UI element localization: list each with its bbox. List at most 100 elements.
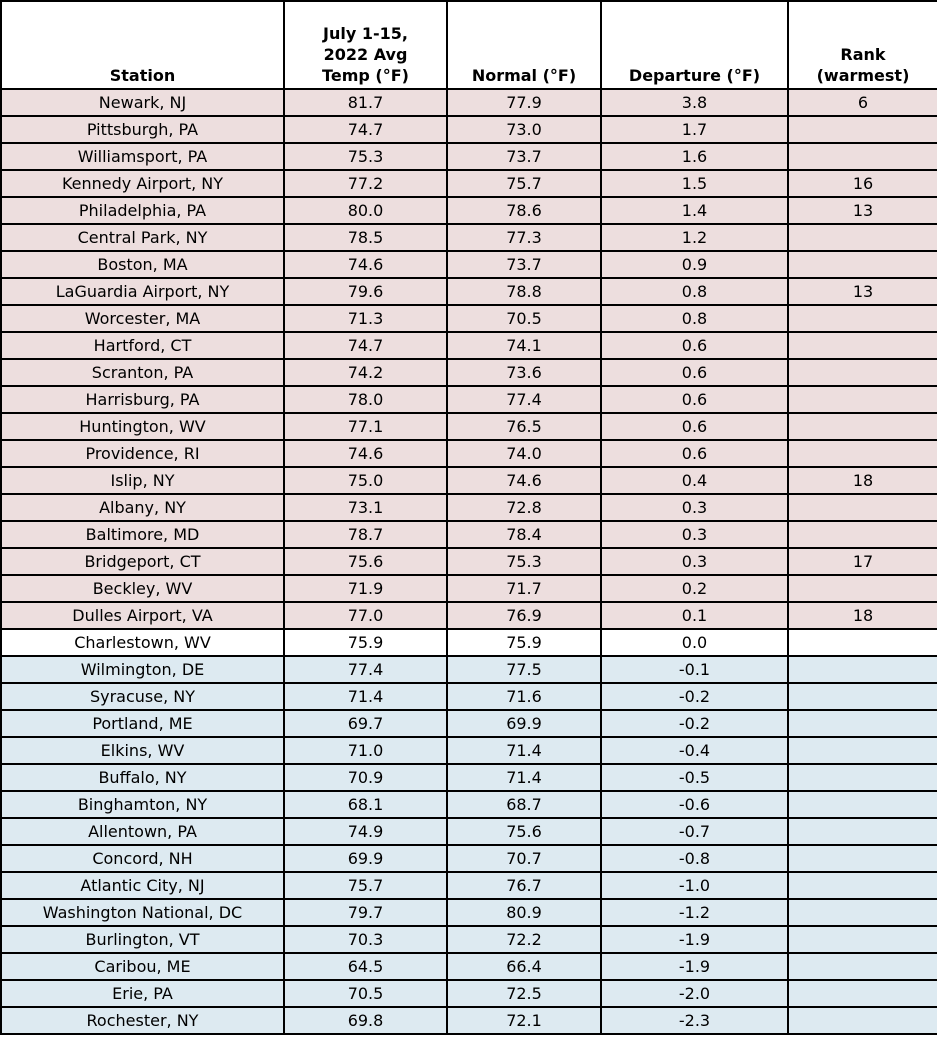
station-cell: Elkins, WV	[0, 736, 285, 765]
station-cell: Caribou, ME	[0, 952, 285, 981]
departure-cell: 0.3	[600, 493, 789, 522]
table-row: Providence, RI 74.6 74.0 0.6	[0, 439, 937, 468]
departure-cell: 1.5	[600, 169, 789, 198]
rank-cell	[787, 385, 937, 414]
departure-cell: 0.8	[600, 304, 789, 333]
col-header-avg-temp: July 1-15, 2022 Avg Temp (°F)	[283, 0, 448, 90]
station-cell: Baltimore, MD	[0, 520, 285, 549]
table-row: Beckley, WV 71.9 71.7 0.2	[0, 574, 937, 603]
avg-temp-cell: 71.4	[283, 682, 448, 711]
normal-cell: 72.2	[446, 925, 602, 954]
normal-cell: 78.6	[446, 196, 602, 225]
normal-cell: 70.5	[446, 304, 602, 333]
rank-cell	[787, 331, 937, 360]
departure-cell: 0.6	[600, 412, 789, 441]
rank-cell	[787, 628, 937, 657]
departure-cell: 0.3	[600, 520, 789, 549]
rank-cell	[787, 223, 937, 252]
rank-cell	[787, 736, 937, 765]
station-cell: Worcester, MA	[0, 304, 285, 333]
normal-cell: 77.9	[446, 88, 602, 117]
station-cell: Huntington, WV	[0, 412, 285, 441]
table-body: Newark, NJ 81.7 77.9 3.8 6 Pittsburgh, P…	[0, 88, 937, 1035]
avg-temp-cell: 74.7	[283, 115, 448, 144]
departure-cell: -0.7	[600, 817, 789, 846]
col-header-normal: Normal (°F)	[446, 0, 602, 90]
departure-cell: 0.2	[600, 574, 789, 603]
rank-cell: 13	[787, 196, 937, 225]
station-cell: Central Park, NY	[0, 223, 285, 252]
station-cell: Hartford, CT	[0, 331, 285, 360]
table-header: Station July 1-15, 2022 Avg Temp (°F) No…	[0, 0, 937, 90]
header-row: Station July 1-15, 2022 Avg Temp (°F) No…	[0, 0, 937, 90]
normal-cell: 77.5	[446, 655, 602, 684]
rank-cell: 18	[787, 601, 937, 630]
station-cell: Newark, NJ	[0, 88, 285, 117]
normal-cell: 73.7	[446, 142, 602, 171]
station-cell: Portland, ME	[0, 709, 285, 738]
rank-cell	[787, 1006, 937, 1035]
departure-cell: -0.2	[600, 682, 789, 711]
departure-cell: 0.6	[600, 358, 789, 387]
rank-cell	[787, 898, 937, 927]
station-cell: Kennedy Airport, NY	[0, 169, 285, 198]
avg-temp-cell: 78.5	[283, 223, 448, 252]
normal-cell: 71.6	[446, 682, 602, 711]
rank-cell: 16	[787, 169, 937, 198]
avg-temp-cell: 73.1	[283, 493, 448, 522]
table-row: Worcester, MA 71.3 70.5 0.8	[0, 304, 937, 333]
station-cell: Binghamton, NY	[0, 790, 285, 819]
avg-temp-cell: 64.5	[283, 952, 448, 981]
rank-cell	[787, 358, 937, 387]
avg-temp-cell: 77.2	[283, 169, 448, 198]
table-row: Rochester, NY 69.8 72.1 -2.3	[0, 1006, 937, 1035]
avg-temp-cell: 70.9	[283, 763, 448, 792]
rank-cell	[787, 115, 937, 144]
table-row: Albany, NY 73.1 72.8 0.3	[0, 493, 937, 522]
col-header-departure: Departure (°F)	[600, 0, 789, 90]
station-cell: Albany, NY	[0, 493, 285, 522]
avg-temp-cell: 79.6	[283, 277, 448, 306]
normal-cell: 77.3	[446, 223, 602, 252]
table-row: Portland, ME 69.7 69.9 -0.2	[0, 709, 937, 738]
normal-cell: 69.9	[446, 709, 602, 738]
rank-cell	[787, 250, 937, 279]
departure-cell: 3.8	[600, 88, 789, 117]
station-cell: Buffalo, NY	[0, 763, 285, 792]
rank-cell	[787, 520, 937, 549]
rank-cell	[787, 493, 937, 522]
table-row: LaGuardia Airport, NY 79.6 78.8 0.8 13	[0, 277, 937, 306]
normal-cell: 75.9	[446, 628, 602, 657]
normal-cell: 74.1	[446, 331, 602, 360]
station-cell: Rochester, NY	[0, 1006, 285, 1035]
avg-temp-cell: 75.3	[283, 142, 448, 171]
avg-temp-cell: 81.7	[283, 88, 448, 117]
avg-temp-cell: 69.9	[283, 844, 448, 873]
table-row: Newark, NJ 81.7 77.9 3.8 6	[0, 88, 937, 117]
table-row: Dulles Airport, VA 77.0 76.9 0.1 18	[0, 601, 937, 630]
normal-cell: 75.3	[446, 547, 602, 576]
rank-cell: 6	[787, 88, 937, 117]
rank-cell	[787, 439, 937, 468]
table-row: Kennedy Airport, NY 77.2 75.7 1.5 16	[0, 169, 937, 198]
table-row: Syracuse, NY 71.4 71.6 -0.2	[0, 682, 937, 711]
normal-cell: 72.5	[446, 979, 602, 1008]
normal-cell: 76.9	[446, 601, 602, 630]
departure-cell: 0.9	[600, 250, 789, 279]
avg-temp-cell: 71.3	[283, 304, 448, 333]
departure-cell: -0.1	[600, 655, 789, 684]
avg-temp-cell: 78.7	[283, 520, 448, 549]
avg-temp-cell: 74.6	[283, 250, 448, 279]
table-row: Pittsburgh, PA 74.7 73.0 1.7	[0, 115, 937, 144]
table-row: Caribou, ME 64.5 66.4 -1.9	[0, 952, 937, 981]
normal-cell: 80.9	[446, 898, 602, 927]
normal-cell: 76.5	[446, 412, 602, 441]
rank-cell	[787, 304, 937, 333]
avg-temp-cell: 77.1	[283, 412, 448, 441]
departure-cell: 0.6	[600, 439, 789, 468]
departure-cell: -0.4	[600, 736, 789, 765]
normal-cell: 75.6	[446, 817, 602, 846]
station-cell: LaGuardia Airport, NY	[0, 277, 285, 306]
